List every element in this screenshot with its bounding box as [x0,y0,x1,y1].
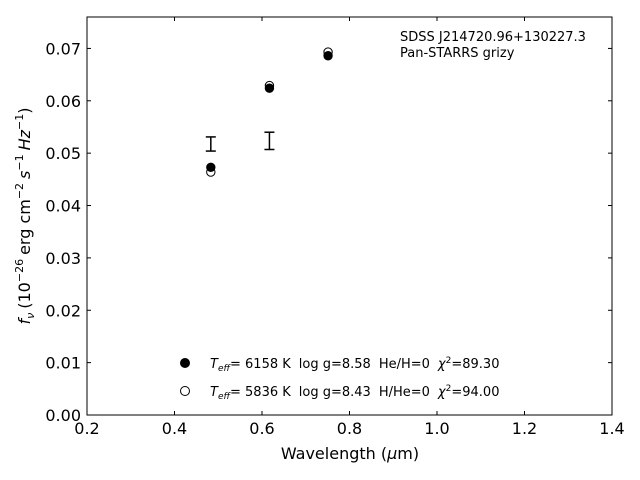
y-tick-label: 0.05 [45,144,81,163]
y-label-f: f [15,317,34,325]
model-point-filled [264,83,275,93]
x-tick-label: 0.4 [162,419,187,438]
y-label-nu: ν [24,313,37,319]
annotation-object-name: SDSS J214720.96+130227.3 [400,30,586,45]
y-label-exp1: −26 [13,259,26,282]
legend-2-teff-value: = 5836 K [230,385,291,400]
model-point-filled [206,162,216,172]
legend-marker-open [180,386,190,396]
legend-2-teff-sub: eff [218,392,232,402]
x-tick-label: 1.4 [599,419,624,438]
legend-1-teff-sub: eff [218,364,232,374]
legend-1-chi-symbol: χ [437,357,447,372]
x-axis-label: Wavelength (μm) [281,444,419,463]
x-tick-label: 0.8 [337,419,362,438]
y-label-open: (10 [15,282,34,309]
x-axis-label-text: Wavelength ( [281,444,387,463]
x-tick-label: 0.6 [249,419,274,438]
y-label-hz: Hz [15,129,34,150]
y-label-s: s [15,171,34,179]
y-label-exp4: −1 [13,114,26,130]
legend-1-composition: He/H=0 [379,357,430,372]
y-tick-label: 0.06 [45,92,81,111]
plot-frame [86,16,613,416]
y-tick-label: 0.01 [45,354,81,373]
y-label-exp3: −1 [13,154,26,170]
x-tick-label: 1.2 [512,419,537,438]
x-axis-label-unit: m) [397,444,419,463]
y-axis-label: fν(10−26erg cm−2s−1Hz−1) [13,107,37,324]
legend-1-teff-symbol: T [210,357,219,372]
legend-1-chi-exp: 2 [446,356,452,366]
legend-2-chi-value: =94.00 [451,385,499,400]
legend-marker-filled [180,358,190,368]
legend-1-chi-value: =89.30 [451,357,499,372]
marks-layer [205,47,333,177]
y-tick-label: 0.02 [45,301,81,320]
legend-entry-1: Teff= 6158 K log g=8.58 He/H=0 χ2=89.30 [210,356,499,374]
legend-2-composition: H/He=0 [379,385,430,400]
x-tick-label: 0.2 [74,419,99,438]
annotation-survey: Pan-STARRS grizy [400,46,515,61]
legend-1-teff-value: = 6158 K [230,357,291,372]
x-axis-label-mu: μ [386,444,397,463]
legend-2-teff-symbol: T [210,385,219,400]
y-tick-label: 0.07 [45,39,81,58]
y-label-close: ) [15,107,34,113]
y-tick-label: 0.04 [45,197,81,216]
y-tick-label: 0.03 [45,249,81,268]
model-point-filled [323,51,333,61]
y-label-exp2: −2 [13,183,26,199]
legend-2-chi-symbol: χ [437,385,447,400]
y-tick-label: 0.00 [45,406,81,425]
x-tick-label: 1.0 [424,419,449,438]
y-label-erg: erg cm [15,199,34,255]
legend-2-logg: log g=8.43 [299,385,371,400]
legend-entry-2: Teff= 5836 K log g=8.43 H/He=0 χ2=94.00 [210,384,499,402]
legend-2-chi-exp: 2 [446,384,452,394]
ticks-layer: 0.2 0.4 0.6 0.8 1.0 1.2 1.4 0.00 0.01 0.02 0.03 0.0… [45,17,625,438]
legend-1-logg: log g=8.58 [299,357,371,372]
